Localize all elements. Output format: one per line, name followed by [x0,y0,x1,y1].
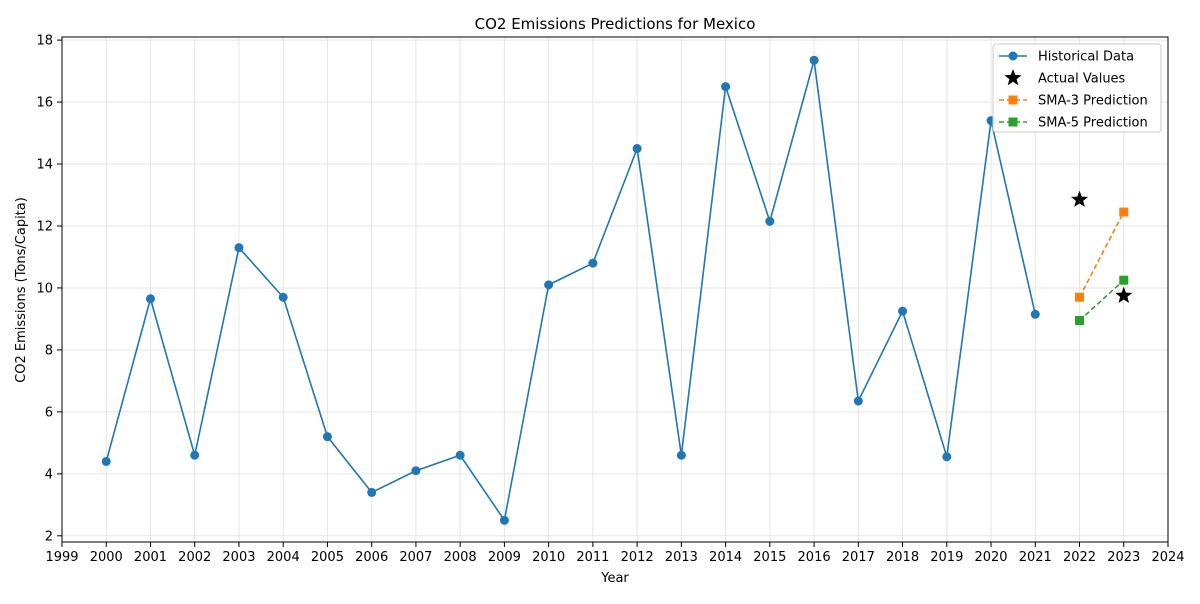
data-point [765,216,775,226]
x-tick-label: 1999 [45,550,78,565]
legend-entry: Historical Data [999,50,1134,65]
y-tick-label: 10 [36,281,53,296]
legend-entry: SMA-5 Prediction [999,116,1148,131]
x-tick-label: 2005 [311,550,344,565]
series-line [105,60,1037,523]
legend-label: SMA-3 Prediction [1038,94,1148,109]
x-tick-label: 2021 [1019,550,1052,565]
legend-label: Actual Values [1038,72,1126,87]
x-tick-label: 2003 [222,550,255,565]
legend-items: Historical Data Actual Values SMA-3 Predic… [999,50,1148,131]
x-tick-label: 2002 [178,550,211,565]
series-line [1078,279,1125,322]
x-tick-label: 2022 [1063,550,1096,565]
data-point [1075,292,1085,302]
x-tick-label: 2009 [488,550,521,565]
data-point [101,456,111,466]
data-point [1119,207,1129,217]
x-tick-label: 2019 [930,550,963,565]
data-point [411,466,421,476]
data-point [1115,286,1133,303]
x-tick-label: 2024 [1151,550,1184,565]
x-tick-label: 2015 [753,550,786,565]
legend-label: SMA-5 Prediction [1038,116,1148,131]
y-tick-label: 18 [36,34,53,49]
legend-marker [1008,117,1018,127]
series-line [1078,211,1125,298]
series-layer [101,55,1133,525]
legend-label: Historical Data [1038,50,1134,65]
y-axis-label: CO2 Emissions (Tons/Capita) [14,197,29,383]
data-point [1119,275,1129,285]
x-tick-label: 2018 [886,550,919,565]
x-tick-label: 2006 [355,550,388,565]
series-3 [1075,275,1129,325]
legend-entry: SMA-3 Prediction [999,94,1148,109]
legend: Historical Data Actual Values SMA-3 Predic… [992,43,1162,133]
data-point [721,82,731,92]
x-tick-label: 2011 [576,550,609,565]
x-tick-label: 2001 [134,550,167,565]
legend-marker [1008,95,1018,105]
series-0 [101,55,1040,525]
chart-title: CO2 Emissions Predictions for Mexico [475,15,756,33]
x-tick-label: 2016 [798,550,831,565]
data-point [588,258,598,268]
y-tick-label: 16 [36,96,53,111]
data-point [499,515,509,525]
data-point [853,396,863,406]
data-point [1030,309,1040,319]
x-tick-label: 2014 [709,550,742,565]
y-tick-label: 6 [45,405,53,420]
y-tick-label: 8 [45,343,53,358]
x-tick-label: 2023 [1107,550,1140,565]
legend-entry: Actual Values [1004,69,1126,87]
data-point [455,450,465,460]
x-axis-label: Year [600,571,629,586]
series-2 [1075,207,1129,302]
data-point [632,144,642,154]
x-tick-label: 2017 [842,550,875,565]
x-tick-label: 2004 [267,550,300,565]
y-tick-label: 12 [36,219,53,234]
legend-box [992,43,1162,133]
data-point [942,452,952,462]
data-point [544,280,554,290]
data-point [676,450,686,460]
x-tick-label: 2007 [399,550,432,565]
legend-marker [1008,51,1018,61]
x-tick-label: 2013 [665,550,698,565]
data-point [322,432,332,442]
data-point [278,292,288,302]
x-tick-label: 2008 [444,550,477,565]
legend-marker [1004,69,1022,86]
data-point [367,487,377,497]
data-point [809,55,819,65]
plot-area-frame [61,36,1169,543]
x-tick-label: 2020 [974,550,1007,565]
data-point [1070,190,1089,207]
x-tick-label: 2000 [90,550,123,565]
x-tick-label: 2012 [621,550,654,565]
y-tick-label: 2 [45,529,53,544]
data-point [190,450,200,460]
y-tick-label: 4 [45,467,53,482]
axis-ticks: 1999 2000 2001 2002 2003 2004 2005 2006 2007 2008… [36,34,1184,565]
data-point [898,306,908,316]
series-1 [1070,190,1133,303]
x-tick-label: 2010 [532,550,565,565]
data-point [145,294,155,304]
y-tick-label: 14 [36,158,53,173]
data-point [1075,315,1085,325]
data-point [234,243,244,253]
